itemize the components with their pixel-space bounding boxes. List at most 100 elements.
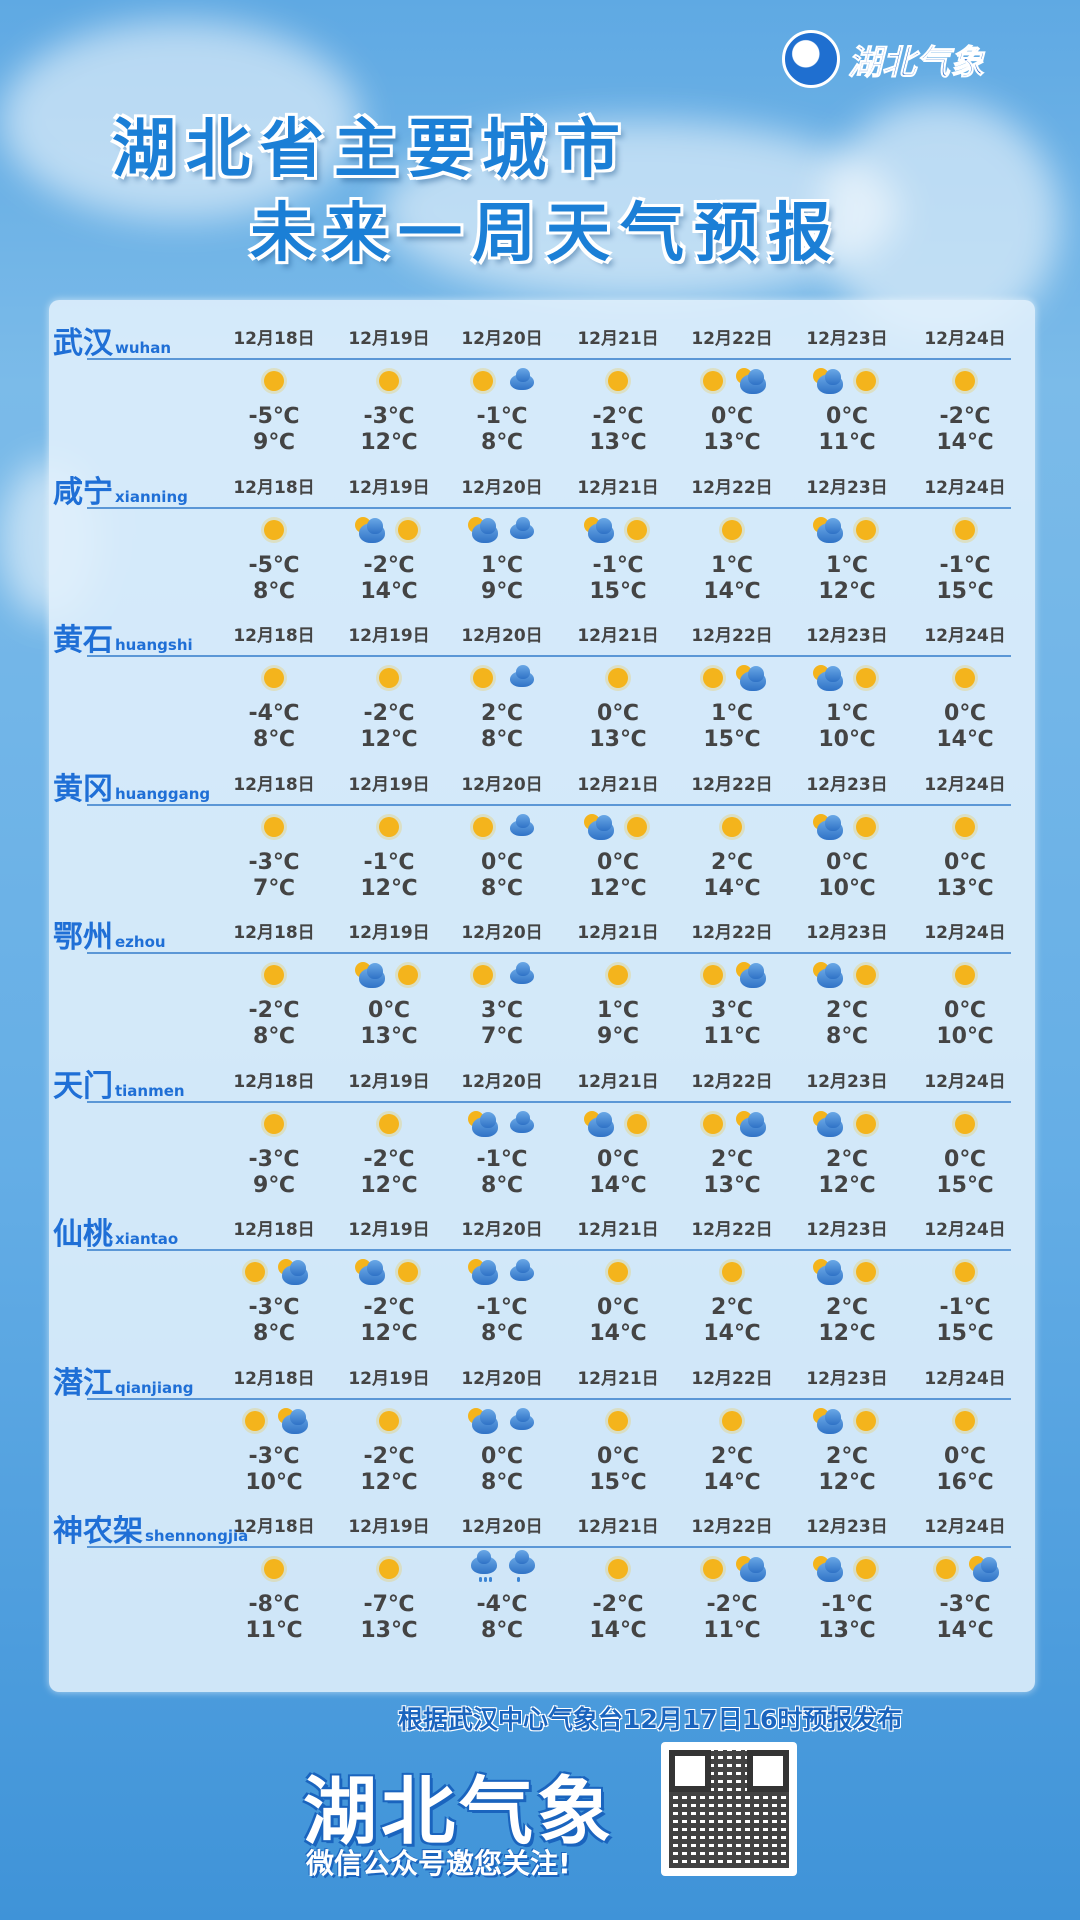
footer-brand: 湖北气象 [303, 1769, 615, 1855]
qr-code[interactable] [661, 1742, 797, 1876]
sun-core [856, 1410, 876, 1431]
date-label: 12月22日 [691, 1071, 773, 1092]
date-label: 12月22日 [691, 1368, 773, 1389]
city-name-pinyin: ezhou [115, 933, 166, 951]
raindrop [479, 1577, 482, 1582]
temp-high: 14℃ [936, 1618, 994, 1643]
sun-core [264, 1559, 284, 1579]
partly-cloudy-icon [813, 515, 843, 545]
temp-low: 1℃ [597, 998, 639, 1023]
temperature-range: 0℃ 13℃ [674, 404, 790, 456]
partly-cloudy-icon [813, 812, 843, 842]
temperature-range: -1℃ 8℃ [444, 1147, 560, 1199]
temp-high: 14℃ [589, 1172, 647, 1198]
sun-core [398, 1262, 418, 1282]
sun-core [264, 965, 284, 985]
sun-icon [851, 1257, 881, 1287]
temp-low: 0℃ [711, 404, 753, 429]
temp-high: 8℃ [826, 1024, 868, 1049]
temp-low: 0℃ [481, 849, 523, 875]
sun-icon [622, 1109, 652, 1139]
temperature-range: 3℃ 7℃ [444, 998, 560, 1050]
temp-high: 11℃ [245, 1618, 303, 1643]
cloud-part [825, 1260, 841, 1276]
date-label: 12月23日 [806, 1517, 888, 1537]
sun-icon [603, 1257, 633, 1287]
sun-core [856, 371, 876, 391]
row-divider [87, 1397, 1011, 1400]
temperature-range: -2℃ 12℃ [331, 1147, 447, 1199]
temperature-range: 0℃ 13℃ [331, 998, 447, 1050]
temp-high: 7℃ [481, 1024, 523, 1049]
date-label: 12月18日 [233, 477, 315, 498]
temp-high: 10℃ [818, 727, 876, 752]
weather-icons [560, 1107, 676, 1141]
temp-high: 11℃ [703, 1618, 761, 1643]
row-divider [87, 1100, 1011, 1103]
cloudy-icon [506, 960, 536, 990]
cloud-part [825, 814, 841, 831]
temp-low: -3℃ [248, 1443, 300, 1469]
date-label: 12月20日 [461, 774, 543, 795]
date-label: 12月21日 [577, 626, 659, 646]
city-name: 黄冈 huanggang [53, 764, 210, 808]
row-divider [87, 655, 1011, 657]
temperature-range: -3℃ 9℃ [216, 1147, 332, 1199]
date-label: 12月20日 [461, 329, 543, 349]
temp-low: -3℃ [248, 849, 300, 875]
temp-low: -2℃ [248, 998, 300, 1023]
date-label: 12月20日 [461, 1220, 543, 1240]
sun-icon [950, 366, 980, 396]
cloud-part [516, 962, 530, 976]
partly-cloudy-icon [813, 960, 843, 990]
date-label: 12月18日 [233, 1220, 315, 1240]
sun-icon [374, 1406, 404, 1436]
weather-icons [444, 958, 560, 992]
date-label: 12月21日 [577, 1220, 659, 1240]
temp-low: 0℃ [597, 1443, 639, 1469]
partly-cloudy-icon [584, 515, 614, 545]
date-label: 12月20日 [461, 477, 543, 498]
sun-core [245, 1262, 265, 1282]
sun-icon [698, 1109, 728, 1139]
weather-icons [789, 810, 905, 844]
sun-core [703, 1113, 723, 1134]
sun-icon [374, 1109, 404, 1139]
date-label: 12月19日 [348, 774, 430, 795]
temp-low: 0℃ [597, 1146, 639, 1172]
temperature-range: 0℃ 13℃ [560, 701, 676, 753]
sun-icon [717, 515, 747, 545]
temp-high: 8℃ [253, 1024, 295, 1049]
temp-low: -8℃ [248, 1592, 300, 1617]
date-label: 12月19日 [348, 1071, 430, 1092]
sun-core [955, 965, 975, 985]
partly-cloudy-icon [813, 366, 843, 396]
footer-subtitle: 微信公众号邀您关注! [306, 1847, 571, 1880]
partly-cloudy-icon [355, 515, 385, 545]
weather-icons [216, 1107, 332, 1141]
page-title-line1: 湖北省主要城市 [112, 113, 630, 187]
temp-high: 10℃ [818, 875, 876, 901]
temp-high: 12℃ [360, 1172, 418, 1198]
sun-icon [468, 812, 498, 842]
temperature-range: 2℃ 14℃ [674, 1444, 790, 1496]
sun-core [398, 519, 418, 540]
date-label: 12月23日 [806, 923, 888, 943]
partly-cloudy-icon [278, 1257, 308, 1287]
temp-low: -2℃ [592, 404, 644, 429]
city-name-zh: 潜江 [53, 1365, 113, 1401]
weather-icons [907, 1107, 1023, 1141]
temp-high: 14℃ [589, 1321, 647, 1346]
date-label: 12月20日 [461, 1368, 543, 1389]
weather-icons [560, 958, 676, 992]
temperature-range: 2℃ 12℃ [789, 1295, 905, 1347]
sun-core [264, 519, 284, 540]
temp-low: -2℃ [363, 552, 415, 578]
temp-low: 0℃ [826, 849, 868, 875]
temp-low: -3℃ [363, 404, 415, 429]
temp-high: 8℃ [481, 727, 523, 752]
sun-core [856, 965, 876, 985]
temp-high: 13℃ [703, 1172, 761, 1198]
temperature-range: 0℃ 14℃ [907, 701, 1023, 753]
partly-cloudy-icon [969, 1554, 999, 1584]
